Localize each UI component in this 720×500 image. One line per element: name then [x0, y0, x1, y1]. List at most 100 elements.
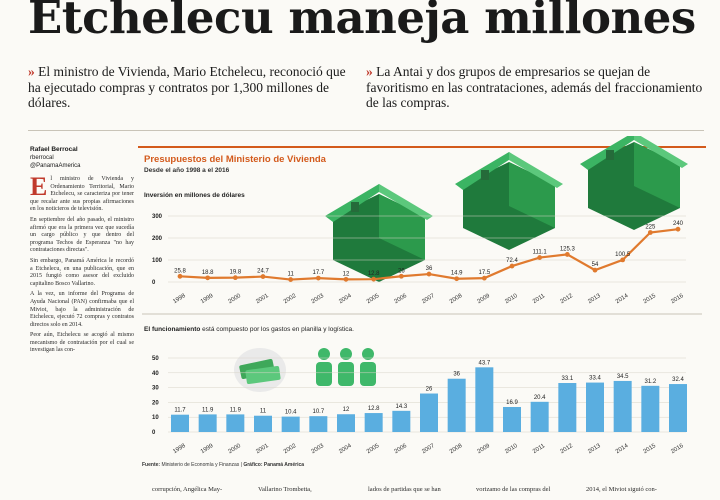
infographic: Presupuestos del Ministerio de Vivienda …: [138, 136, 706, 474]
data-label: 14.3: [395, 404, 407, 410]
data-label: 11.9: [230, 407, 242, 413]
data-label: 33.1: [561, 376, 573, 382]
x-tick-label: 2011: [532, 443, 547, 455]
data-point: [454, 276, 460, 282]
deck-mark: »: [366, 64, 373, 79]
x-tick-label: 2002: [283, 443, 298, 456]
y-tick-label: 20: [152, 400, 159, 406]
x-tick-label: 2013: [587, 293, 602, 306]
source-note: Fuente: Ministerio de Economía y Finanza…: [142, 462, 305, 468]
bar: [226, 414, 245, 432]
x-tick-label: 2006: [394, 293, 409, 306]
bottom-text: corrupción, Angélica May-: [152, 486, 223, 493]
bar: [475, 367, 494, 432]
x-tick-label: 2012: [560, 443, 575, 456]
x-tick-label: 2014: [615, 293, 630, 306]
people-icon: [316, 348, 376, 386]
drop-cap: E: [30, 172, 48, 201]
x-tick-label: 2000: [228, 443, 243, 456]
data-point: [620, 257, 626, 263]
x-tick-label: 2001: [255, 443, 270, 456]
x-tick-label: 2010: [504, 443, 519, 456]
data-label: 20.4: [534, 395, 546, 401]
infographic-subtitle: Desde el año 1998 a el 2016: [144, 167, 230, 174]
data-label: 11.9: [202, 407, 214, 413]
data-label: 33.4: [589, 376, 601, 382]
data-label: 43.7: [478, 360, 490, 366]
bar: [171, 414, 189, 432]
headline: Etchelecu maneja millones: [28, 0, 718, 50]
article-paragraph: Sin embargo, Panamá América le recordó a…: [30, 257, 134, 287]
x-tick-label: 2011: [532, 293, 547, 305]
data-point: [205, 275, 211, 281]
y-tick-label: 0: [152, 430, 156, 436]
deck-right: » La Antai y dos grupos de empresarios s…: [366, 64, 706, 111]
data-label: 240: [673, 221, 684, 227]
data-label: 12: [343, 407, 350, 413]
data-point: [675, 226, 681, 232]
y-tick-label: 100: [152, 258, 163, 264]
data-point: [481, 275, 487, 281]
y-tick-label: 300: [152, 214, 163, 220]
data-point: [260, 274, 266, 279]
data-label: 17.7: [312, 270, 324, 276]
divider-rule: [28, 130, 704, 131]
article-paragraph: En septiembre del año pasado, el ministr…: [30, 216, 134, 254]
data-label: 12.8: [368, 406, 380, 412]
data-label: 19.8: [229, 270, 241, 276]
x-tick-label: 2012: [560, 293, 575, 306]
data-point: [288, 277, 294, 282]
y-tick-label: 40: [152, 371, 159, 377]
data-point: [177, 273, 183, 279]
data-label: 24.7: [257, 269, 269, 275]
data-point: [398, 273, 404, 279]
data-label: 125.3: [560, 246, 576, 252]
bottom-text: 2014, el Miviot siguió con-: [586, 486, 657, 493]
data-point: [371, 276, 377, 282]
bar: [337, 414, 355, 432]
byline-handle: rberrocal: [30, 155, 54, 161]
data-label: 26: [398, 268, 405, 274]
bar: [392, 410, 411, 432]
data-label: 11.7: [174, 408, 186, 414]
data-label: 25.8: [174, 268, 186, 274]
x-tick-label: 2010: [504, 293, 519, 306]
x-tick-label: 1999: [200, 443, 215, 456]
data-point: [509, 263, 515, 269]
data-label: 36: [426, 266, 433, 272]
x-tick-label: 2015: [643, 293, 658, 306]
x-tick-label: 2008: [449, 443, 464, 456]
x-tick-label: 2003: [311, 293, 326, 306]
deck-mark: »: [28, 64, 35, 79]
data-point: [537, 255, 543, 260]
data-label: 14.9: [451, 271, 463, 277]
data-label: 34.5: [617, 374, 629, 380]
deck-left-text: El ministro de Vivienda, Mario Etchelecu…: [28, 64, 346, 110]
x-tick-label: 2004: [338, 443, 353, 456]
data-label: 12.8: [368, 271, 380, 277]
x-tick-label: 2003: [311, 443, 326, 456]
data-point: [592, 267, 598, 273]
bar: [586, 382, 604, 432]
data-point: [343, 276, 349, 282]
house-illustration: [580, 136, 688, 230]
bar: [420, 393, 438, 432]
byline-handle: @PanamaAmerica: [30, 163, 81, 169]
byline: Rafael Berrocal rberrocal @PanamaAmerica: [30, 146, 80, 170]
data-point: [232, 275, 238, 281]
bottom-text: lados de partidas que se han: [368, 486, 441, 493]
bar: [530, 401, 549, 432]
data-label: 12: [343, 271, 350, 277]
infographic-rule: [138, 146, 706, 148]
bar: [309, 416, 328, 432]
x-tick-label: 1999: [200, 293, 215, 306]
data-label: 111.1: [533, 250, 548, 256]
x-tick-label: 2009: [477, 293, 492, 306]
x-tick-label: 2000: [228, 293, 243, 306]
data-label: 26: [426, 387, 433, 393]
bar: [198, 414, 217, 432]
infographic-title: Presupuestos del Ministerio de Vivienda: [144, 154, 326, 165]
article-paragraph: Peor aún, Etchelecu se acogió al mismo m…: [30, 332, 134, 354]
x-tick-label: 2016: [670, 293, 685, 306]
